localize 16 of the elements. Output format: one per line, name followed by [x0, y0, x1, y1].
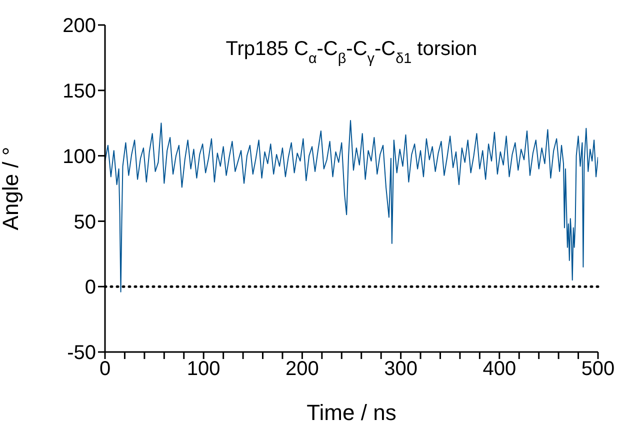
y-tick-label: 100 [62, 146, 96, 168]
line-series [105, 120, 598, 292]
y-tick-label: 0 [84, 276, 96, 299]
y-tick-label: -50 [67, 342, 96, 364]
x-tick-label: 400 [482, 358, 516, 380]
x-axis-title: Time / ns [306, 400, 396, 425]
x-tick-label: 100 [186, 358, 220, 380]
chart-title: Trp185 C$_{α}$-C$_{β}$-C$_{γ}$-C$_{δ1}$ torsion [226, 38, 478, 67]
y-axis-title: Angle / ° [0, 146, 23, 230]
x-tick-label: 0 [99, 358, 111, 380]
y-tick-label: 50 [74, 211, 96, 234]
x-tick-label: 200 [286, 358, 319, 380]
y-tick-label: 150 [62, 80, 96, 102]
y-tick-label: 200 [62, 15, 96, 38]
x-tick-label: 500 [581, 358, 615, 380]
x-tick-label: 300 [384, 358, 418, 380]
